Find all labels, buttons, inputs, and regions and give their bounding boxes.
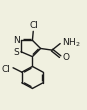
Text: Cl: Cl [2,65,11,74]
Text: S: S [14,48,19,57]
Text: O: O [63,53,70,62]
Text: N: N [13,36,20,45]
Text: Cl: Cl [30,21,38,30]
Text: NH$_2$: NH$_2$ [62,37,80,49]
